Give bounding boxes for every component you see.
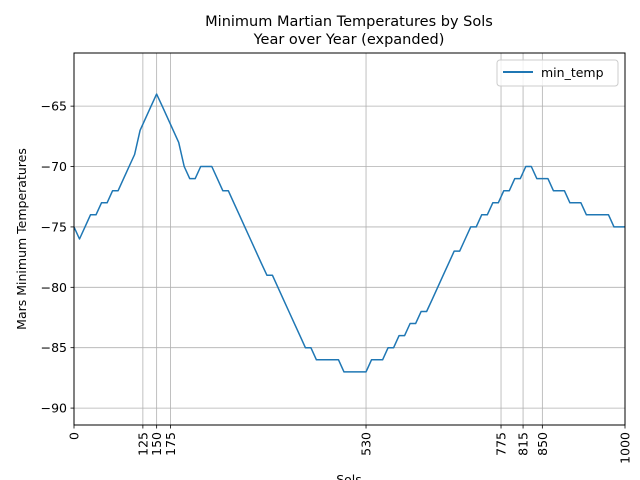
- y-tick-label: −75: [41, 219, 67, 234]
- legend: min_temp: [497, 60, 618, 86]
- x-tick-label: 815: [516, 432, 531, 456]
- legend-label-min-temp: min_temp: [541, 65, 604, 80]
- y-tick-label: −90: [41, 401, 67, 416]
- chart-title-line2: Year over Year (expanded): [253, 32, 445, 48]
- y-tick-label: −65: [41, 99, 67, 114]
- y-axis-label: Mars Minimum Temperatures: [14, 148, 29, 330]
- x-tick-label: 775: [494, 432, 509, 456]
- y-tick-label: −80: [41, 280, 67, 295]
- x-tick-label: 150: [149, 432, 164, 456]
- x-axis-label: Sols: [336, 472, 362, 480]
- chart-title-line1: Minimum Martian Temperatures by Sols: [205, 14, 493, 30]
- x-tick-label: 530: [359, 432, 374, 456]
- x-tick-label: 850: [535, 432, 550, 456]
- x-tick-label: 1000: [618, 432, 633, 464]
- y-tick-label: −85: [41, 340, 67, 355]
- x-tick-label: 175: [163, 432, 178, 456]
- x-tick-label: 125: [135, 432, 150, 456]
- y-tick-label: −70: [41, 159, 67, 174]
- x-tick-label: 0: [67, 432, 82, 440]
